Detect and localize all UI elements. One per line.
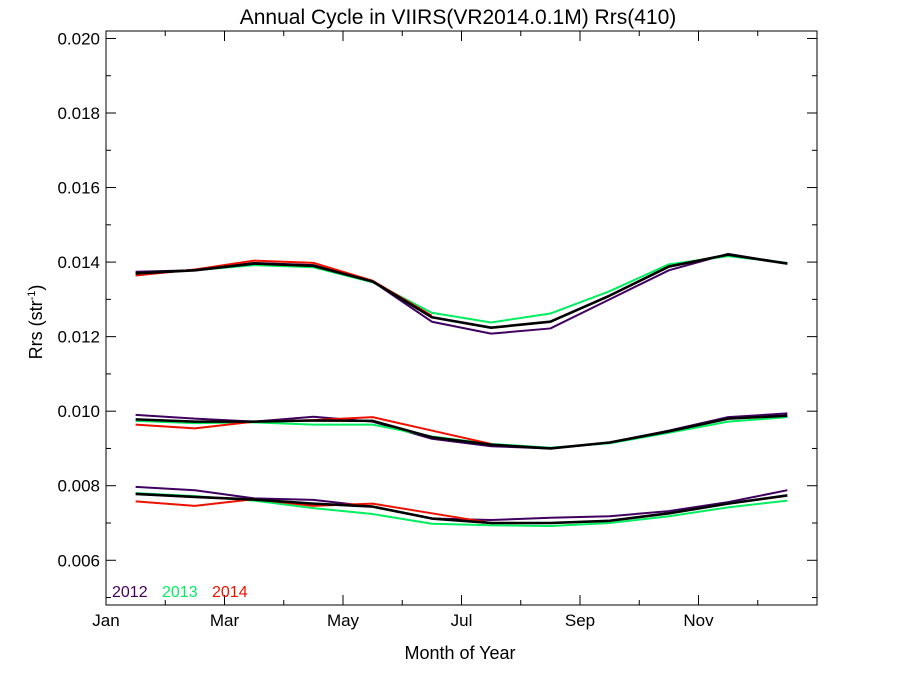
y-tick-label: 0.006 (57, 551, 100, 570)
series-line-2012-group-2 (135, 412, 788, 450)
x-tick-label: Jul (451, 611, 473, 630)
x-tick-label: Jan (92, 611, 119, 630)
x-tick-label: Nov (683, 611, 714, 630)
plot-content (135, 252, 788, 527)
series-line-mean-group-1 (135, 253, 788, 329)
series-line-mean-group-3 (135, 492, 788, 525)
axis-ticks (105, 31, 817, 605)
y-tick-label: 0.012 (57, 328, 100, 347)
x-tick-label: Mar (210, 611, 240, 630)
x-tick-label: Sep (565, 611, 595, 630)
series-line-2014-group-1 (135, 259, 433, 317)
y-tick-label: 0.008 (57, 477, 100, 496)
y-tick-label: 0.014 (57, 253, 100, 272)
chart-title: Annual Cycle in VIIRS(VR2014.0.1M) Rrs(4… (240, 6, 677, 29)
y-axis-label-main: Rrs (str (26, 300, 46, 359)
y-tick-label: 0.020 (57, 29, 100, 48)
y-tick-label: 0.018 (57, 104, 100, 123)
series-line-2014-group-3 (135, 498, 492, 524)
y-tick-label: 0.010 (57, 402, 100, 421)
y-axis-label-superscript: -1 (26, 291, 38, 301)
x-tick-label: May (327, 611, 360, 630)
axis-tick-labels: Jan Mar May Jul Sep Nov 0.006 0.008 0.010 0.012 0.… (57, 29, 714, 630)
legend: 2012 2013 2014 (112, 584, 248, 601)
legend-label-2012: 2012 (112, 584, 148, 601)
series-line-mean-group-2 (135, 414, 788, 450)
x-axis-label: Month of Year (404, 643, 515, 663)
legend-label-2014: 2014 (212, 584, 248, 601)
y-axis-label: Rrs (str-1) (26, 285, 46, 360)
y-axis-label-close: ) (26, 285, 46, 291)
legend-label-2013: 2013 (162, 584, 198, 601)
y-tick-label: 0.016 (57, 179, 100, 198)
series-line-2012-group-3 (135, 485, 788, 522)
